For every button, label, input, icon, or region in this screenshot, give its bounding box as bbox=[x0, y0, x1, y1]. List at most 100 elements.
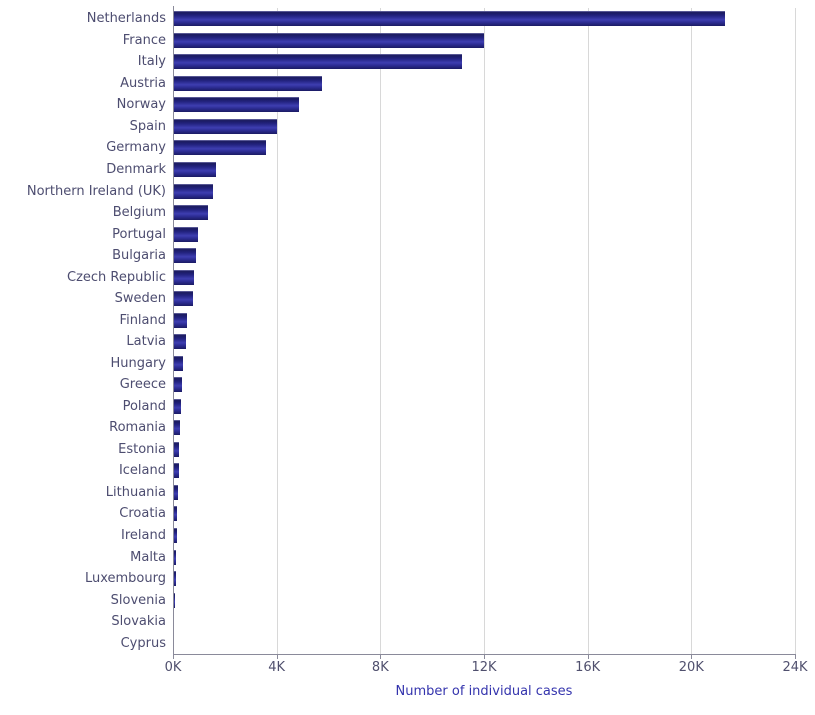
category-label: Slovakia bbox=[111, 614, 166, 630]
bar-row: Sweden bbox=[0, 288, 795, 310]
gridline-24K bbox=[795, 8, 796, 654]
bar bbox=[173, 291, 193, 307]
bar bbox=[173, 528, 177, 544]
bar-row: Poland bbox=[0, 396, 795, 418]
category-label: Denmark bbox=[106, 161, 166, 177]
category-label: Bulgaria bbox=[112, 248, 166, 264]
category-label: Ireland bbox=[121, 528, 166, 544]
bar-row: Hungary bbox=[0, 353, 795, 375]
bar-track bbox=[173, 331, 795, 353]
bar-track bbox=[173, 73, 795, 95]
bar bbox=[173, 161, 217, 177]
bar-row: Croatia bbox=[0, 503, 795, 525]
bar-row: Lithuania bbox=[0, 482, 795, 504]
bar bbox=[173, 140, 266, 156]
bar bbox=[173, 11, 726, 27]
bar-row: Estonia bbox=[0, 439, 795, 461]
bar-track bbox=[173, 374, 795, 396]
gridline-16K bbox=[587, 8, 589, 654]
bar bbox=[173, 75, 323, 91]
bar bbox=[173, 355, 183, 371]
bar-track bbox=[173, 266, 795, 288]
tick-label-0K: 0K bbox=[164, 660, 182, 675]
tick-mark-24K bbox=[795, 655, 796, 659]
bar-track bbox=[173, 245, 795, 267]
category-label: Northern Ireland (UK) bbox=[26, 183, 166, 199]
bar-row: Netherlands bbox=[0, 8, 795, 30]
bar bbox=[173, 183, 213, 199]
category-label: Iceland bbox=[118, 463, 166, 479]
gridline-8K bbox=[380, 8, 382, 654]
category-label: Poland bbox=[122, 398, 166, 414]
bar-track bbox=[173, 611, 795, 633]
category-label: Greece bbox=[119, 377, 166, 393]
bar-track bbox=[173, 417, 795, 439]
bar-row: Slovenia bbox=[0, 589, 795, 611]
plot-area bbox=[173, 8, 796, 654]
category-label: Estonia bbox=[118, 441, 166, 457]
category-label: Sweden bbox=[114, 291, 166, 307]
bar-track bbox=[173, 439, 795, 461]
bar-track bbox=[173, 159, 795, 181]
bar-track bbox=[173, 460, 795, 482]
bar-track bbox=[173, 180, 795, 202]
gridline-12K bbox=[484, 8, 485, 654]
bar bbox=[173, 118, 277, 134]
y-axis-line bbox=[173, 6, 174, 655]
category-label: Germany bbox=[106, 140, 166, 156]
bar-row: Greece bbox=[0, 374, 795, 396]
bar-row: Spain bbox=[0, 116, 795, 138]
bar-row: Germany bbox=[0, 137, 795, 159]
bar-track bbox=[173, 94, 795, 116]
bar-row: Belgium bbox=[0, 202, 795, 224]
tick-mark-4K bbox=[276, 655, 278, 659]
bar bbox=[173, 441, 180, 457]
bar bbox=[173, 334, 186, 350]
category-label: Spain bbox=[129, 118, 166, 134]
bar-row: Norway bbox=[0, 94, 795, 116]
bar-rows-container: Netherlands France Italy Austria Norway Spain… bbox=[0, 8, 795, 654]
category-label: Netherlands bbox=[86, 11, 166, 27]
tick-label-8K: 8K bbox=[371, 660, 389, 675]
bar-row: Malta bbox=[0, 546, 795, 568]
bar bbox=[173, 312, 188, 328]
tick-label-20K: 20K bbox=[678, 660, 704, 675]
bar-track bbox=[173, 568, 795, 590]
category-label: Norway bbox=[116, 97, 166, 113]
tick-label-16K: 16K bbox=[575, 660, 601, 675]
bar bbox=[173, 32, 484, 48]
bar-track bbox=[173, 482, 795, 504]
category-label: Slovenia bbox=[110, 592, 166, 608]
bar bbox=[173, 506, 178, 522]
bar-row: France bbox=[0, 30, 795, 52]
bar-row: Northern Ireland (UK) bbox=[0, 180, 795, 202]
gridline-4K bbox=[276, 8, 278, 654]
bar-track bbox=[173, 632, 795, 654]
category-label: Finland bbox=[119, 312, 166, 328]
bar-row: Latvia bbox=[0, 331, 795, 353]
tick-mark-20K bbox=[691, 655, 693, 659]
tick-label-24K: 24K bbox=[782, 660, 808, 675]
category-label: Latvia bbox=[126, 334, 166, 350]
tick-mark-16K bbox=[587, 655, 589, 659]
category-label: Luxembourg bbox=[84, 571, 166, 587]
category-label: Hungary bbox=[110, 355, 166, 371]
bar bbox=[173, 484, 178, 500]
tick-mark-12K bbox=[484, 655, 485, 659]
bar-row: Portugal bbox=[0, 223, 795, 245]
bar-track bbox=[173, 8, 795, 30]
bar bbox=[173, 571, 176, 587]
bar-track bbox=[173, 525, 795, 547]
bar-row: Romania bbox=[0, 417, 795, 439]
bar-row: Finland bbox=[0, 309, 795, 331]
bar-track bbox=[173, 30, 795, 52]
category-label: Italy bbox=[137, 54, 166, 70]
category-label: Romania bbox=[109, 420, 166, 436]
bar bbox=[173, 97, 299, 113]
tick-label-12K: 12K bbox=[471, 660, 497, 675]
bar-track bbox=[173, 288, 795, 310]
category-label: Belgium bbox=[112, 205, 166, 221]
bar-track bbox=[173, 503, 795, 525]
category-label: Lithuania bbox=[105, 484, 166, 500]
